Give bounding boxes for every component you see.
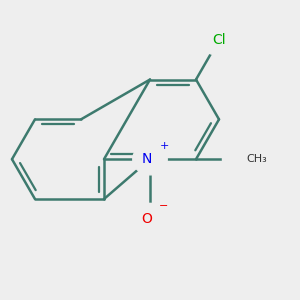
Text: Cl: Cl: [212, 33, 226, 47]
Ellipse shape: [200, 24, 238, 55]
Text: −: −: [159, 201, 169, 211]
Text: O: O: [141, 212, 152, 226]
Ellipse shape: [223, 144, 262, 175]
Text: N: N: [141, 152, 152, 166]
Text: +: +: [160, 141, 170, 151]
Ellipse shape: [133, 144, 167, 175]
Text: CH₃: CH₃: [247, 154, 267, 164]
Ellipse shape: [133, 203, 167, 235]
